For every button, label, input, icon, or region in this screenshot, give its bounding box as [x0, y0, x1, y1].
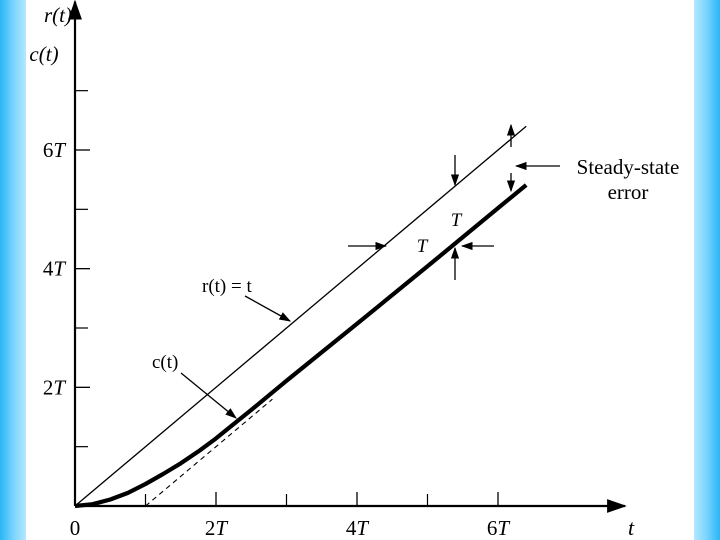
- ramp-input-line: [74, 125, 527, 507]
- x-tick-label: 4T: [346, 516, 370, 540]
- axis-ticks: 0 2T 4T 6T 2T 4T 6T: [43, 90, 511, 540]
- asymptote-dashed-line: [145, 398, 273, 507]
- response-curve: [74, 183, 528, 509]
- x-axis-label: t: [628, 515, 635, 540]
- steady-state-label-line2: error: [608, 180, 649, 204]
- y-tick-label: 6T: [43, 138, 67, 162]
- ramp-label-arrow: [244, 295, 292, 322]
- ramp-label: r(t) = t: [202, 276, 252, 297]
- y-tick-label: 4T: [43, 257, 67, 281]
- y-axis-label-r: r(t): [44, 3, 72, 27]
- x-tick-label: 2T: [205, 516, 229, 540]
- left-decorative-bar: [0, 0, 26, 540]
- axes: [68, 0, 627, 513]
- x-tick-label: 0: [70, 516, 81, 540]
- response-label: c(t): [152, 352, 178, 373]
- annotations: r(t) = t c(t) Steady-state error T T: [152, 123, 680, 419]
- y-tick-label: 2T: [43, 375, 67, 399]
- right-decorative-bar: [694, 0, 720, 540]
- series-layer: [74, 125, 528, 509]
- y-axis-label-c: c(t): [29, 42, 58, 66]
- steady-state-label-line1: Steady-state: [577, 155, 680, 179]
- x-tick-label: 6T: [487, 516, 511, 540]
- horizontal-lag-label: T: [417, 236, 429, 257]
- vertical-lag-label: T: [451, 210, 463, 231]
- response-label-arrow: [180, 372, 237, 419]
